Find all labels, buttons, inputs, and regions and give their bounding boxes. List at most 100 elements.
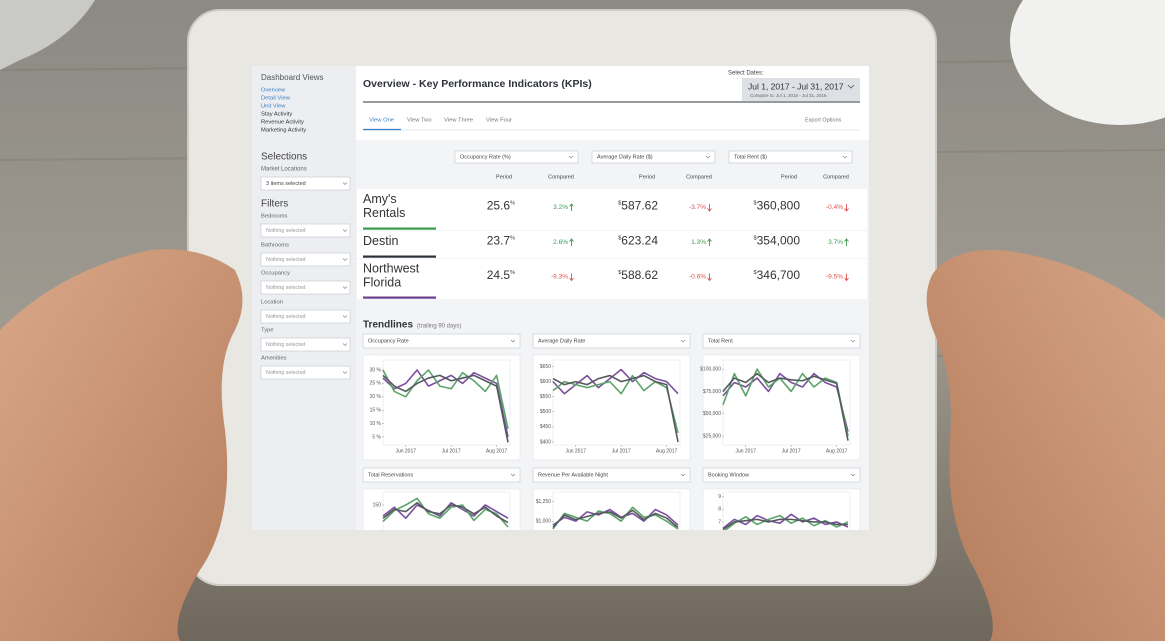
metric-select[interactable] <box>728 150 853 164</box>
select-box[interactable] <box>260 280 351 295</box>
chart-select-value[interactable]: Booking Window <box>708 472 749 478</box>
plot-frame <box>722 491 851 530</box>
chart-select[interactable] <box>532 333 691 349</box>
select-box[interactable] <box>260 365 351 380</box>
chart-select-value[interactable]: Average Daily Rate <box>538 338 585 344</box>
y-tick-label: 10 % <box>370 421 382 427</box>
column-header: Compared <box>686 174 712 180</box>
select-box[interactable] <box>260 309 351 324</box>
chart-panel <box>532 354 691 461</box>
value: 346,700 <box>757 268 801 282</box>
screen: Dashboard Views Selections Market Locati… <box>252 66 869 530</box>
chevron <box>680 473 686 477</box>
chart-select[interactable] <box>532 467 691 483</box>
tab[interactable]: View One <box>369 118 394 124</box>
y-tick-label: 9 <box>718 494 721 500</box>
metric-select[interactable] <box>454 150 579 164</box>
select-value[interactable]: 3 items selected <box>266 181 306 187</box>
metric-select[interactable] <box>591 150 716 164</box>
chart-select-value[interactable]: Total Reservations <box>368 472 413 478</box>
nav-link[interactable]: Marketing Activity <box>261 128 306 134</box>
plate <box>1010 0 1165 125</box>
select-value[interactable]: Nothing selected <box>266 228 306 234</box>
trend-line <box>382 374 509 443</box>
value: 360,800 <box>757 199 801 213</box>
metric-select-value[interactable]: Occupancy Rate (%) <box>460 154 511 160</box>
y-tick-label: $1,000 <box>536 519 552 525</box>
unit: $ <box>754 270 757 276</box>
y-tick-label: $450 <box>540 424 551 430</box>
chart-select[interactable] <box>702 467 861 483</box>
y-tick-label: 20 % <box>370 394 382 400</box>
select-value[interactable]: Nothing selected <box>266 370 306 376</box>
trend-line <box>382 502 509 524</box>
period-value: 23.7% <box>487 234 515 248</box>
compared-value: 2.6% <box>553 239 568 246</box>
trend-arrow <box>707 273 712 282</box>
x-tick-label: Jun 2017 <box>395 448 416 454</box>
select-box[interactable] <box>260 337 351 352</box>
unit: $ <box>618 236 621 242</box>
select-box[interactable] <box>260 223 351 238</box>
chevron <box>342 258 348 261</box>
field-label: Occupancy <box>261 271 290 277</box>
trend-line <box>552 374 679 443</box>
trend-arrow <box>707 204 712 212</box>
compared-value: -0.4% <box>826 204 843 211</box>
chart-select[interactable] <box>362 333 521 349</box>
compared-value: 3.2% <box>553 204 568 211</box>
nav-link[interactable]: Revenue Activity <box>261 120 304 126</box>
unit: $ <box>618 201 621 207</box>
nav-link[interactable]: Unit View <box>261 104 286 110</box>
select-value[interactable]: Nothing selected <box>266 314 306 320</box>
chart-select-value[interactable]: Occupancy Rate <box>368 338 409 344</box>
chart-select-value[interactable]: Revenue Per Available Night <box>538 472 608 478</box>
chart-select-value[interactable]: Total Rent <box>708 338 733 344</box>
y-tick-label: $600 <box>540 379 551 385</box>
field-label: Bedrooms <box>261 214 288 220</box>
trend-line <box>722 372 849 441</box>
chevron <box>850 339 856 343</box>
unit: % <box>510 270 515 276</box>
tab[interactable]: View Two <box>407 118 432 124</box>
select-value[interactable]: Nothing selected <box>266 342 306 348</box>
section-title: Trendlines <box>363 320 413 331</box>
select-box[interactable] <box>260 176 351 191</box>
chevron <box>705 155 711 159</box>
compared-value: -9.3% <box>551 274 568 281</box>
unit: $ <box>618 270 621 276</box>
value: 587.62 <box>621 199 658 213</box>
trend-arrow <box>569 273 574 282</box>
left-hand <box>0 249 243 641</box>
row-name: Amy's <box>363 192 397 206</box>
nav-link[interactable]: Stay Activity <box>261 112 292 118</box>
plot-frame <box>382 359 511 446</box>
export-options[interactable]: Export Options <box>805 117 842 123</box>
metric-select-value[interactable]: Average Daily Rate ($) <box>597 154 653 160</box>
y-tick-label: 25 % <box>370 381 382 387</box>
unit: % <box>510 201 515 207</box>
nav-link[interactable]: Overview <box>261 88 286 94</box>
section-title: Filters <box>261 199 288 210</box>
date-label: Select Dates: <box>728 71 764 77</box>
trend-arrow <box>569 238 574 246</box>
metric-select-value[interactable]: Total Rent ($) <box>734 154 767 160</box>
select-value[interactable]: Nothing selected <box>266 285 306 291</box>
chart-select[interactable] <box>702 333 861 349</box>
trend-arrow <box>844 204 849 212</box>
chevron <box>842 155 848 159</box>
field-label: Market Locations <box>261 167 307 173</box>
x-tick-label: Jul 2017 <box>612 448 631 454</box>
select-box[interactable] <box>260 252 351 267</box>
date-range[interactable]: Jul 1, 2017 - Jul 31, 2017 <box>748 81 844 91</box>
chart-select[interactable] <box>362 467 521 483</box>
tab[interactable]: View Three <box>444 118 473 124</box>
tab[interactable]: View Four <box>486 118 512 124</box>
section-title: Selections <box>261 152 307 163</box>
select-value[interactable]: Nothing selected <box>266 257 306 263</box>
date-picker[interactable] <box>742 78 860 101</box>
nav-link[interactable]: Detail View <box>261 96 291 102</box>
value: 23.7 <box>487 234 511 248</box>
chevron <box>680 339 686 343</box>
